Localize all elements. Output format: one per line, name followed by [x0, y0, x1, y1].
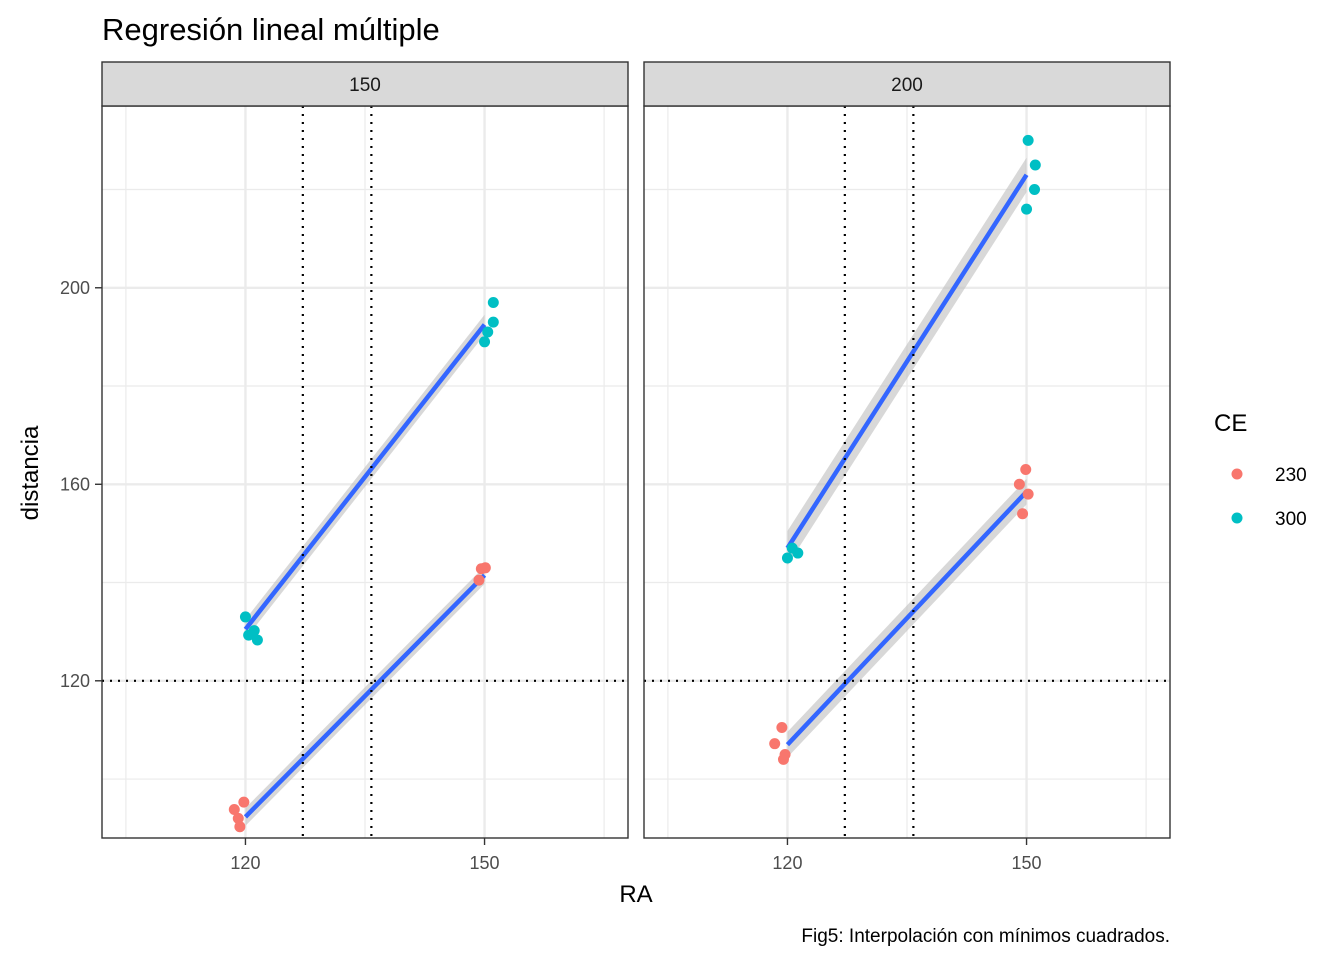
facet-strip-label: 200 — [891, 75, 923, 96]
y-tick-label: 120 — [60, 671, 90, 691]
data-point-230 — [473, 574, 485, 586]
data-point-300 — [792, 547, 804, 559]
regression-line-230 — [243, 573, 487, 819]
x-tick-label: 150 — [470, 853, 500, 873]
data-point-300 — [1029, 159, 1041, 171]
data-point-300 — [1021, 203, 1033, 215]
data-point-230 — [1013, 478, 1025, 490]
facet-panel-150: 150 120 150 120 160 200 — [60, 61, 629, 873]
facet-strip-label: 150 — [349, 75, 381, 96]
x-tick-label: 150 — [1012, 853, 1042, 873]
legend: CE 230 300 — [1214, 410, 1307, 530]
y-tick-label: 160 — [60, 474, 90, 494]
facet-panels: 150 120 150 120 160 200 200 120 150 — [60, 61, 1171, 873]
legend-key-230 — [1231, 468, 1243, 480]
data-point-300 — [479, 336, 491, 348]
regression-line-300 — [243, 323, 487, 631]
facet-strip — [101, 61, 629, 107]
y-tick-label: 200 — [60, 278, 90, 298]
data-point-300 — [482, 326, 494, 338]
legend-label-300: 300 — [1275, 509, 1307, 530]
facet-strip — [643, 61, 1171, 107]
data-point-300 — [1022, 134, 1034, 146]
data-point-230 — [1020, 464, 1032, 476]
facet-panel-200: 200 120 150 — [643, 61, 1171, 873]
data-point-300 — [487, 316, 499, 328]
data-point-230 — [232, 812, 244, 824]
data-point-230 — [769, 738, 781, 750]
regression-line-300 — [785, 173, 1029, 550]
figure-caption: Fig5: Interpolación con mínimos cuadrado… — [801, 926, 1170, 947]
data-point-230 — [228, 804, 240, 816]
legend-title: CE — [1214, 410, 1247, 437]
data-point-230 — [479, 562, 491, 574]
data-point-300 — [251, 634, 263, 646]
data-point-300 — [248, 625, 260, 637]
data-point-230 — [234, 821, 246, 833]
data-point-230 — [1017, 508, 1029, 520]
y-axis-title: distancia — [17, 425, 44, 520]
data-point-230 — [238, 796, 250, 808]
regression-line-230 — [785, 490, 1029, 747]
data-point-230 — [779, 748, 791, 760]
data-point-300 — [239, 611, 251, 623]
data-point-300 — [487, 297, 499, 309]
data-point-230 — [1022, 488, 1034, 500]
chart-title: Regresión lineal múltiple — [102, 12, 440, 47]
x-tick-label: 120 — [230, 853, 260, 873]
legend-key-300 — [1231, 512, 1243, 524]
x-axis-title: RA — [619, 881, 652, 908]
x-tick-label: 120 — [772, 853, 802, 873]
data-point-300 — [1029, 184, 1041, 196]
data-point-300 — [781, 552, 793, 564]
data-point-230 — [776, 721, 788, 733]
legend-label-230: 230 — [1275, 465, 1307, 486]
